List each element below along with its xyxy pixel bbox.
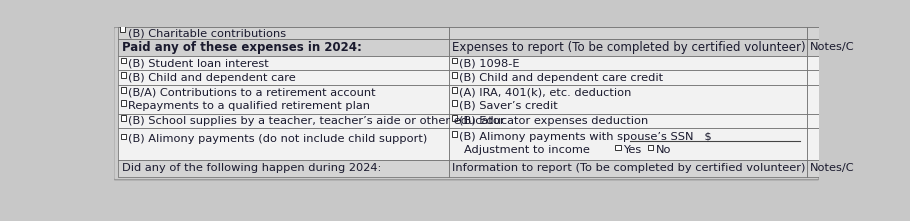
Bar	[117, 70, 449, 85]
Bar	[451, 131, 457, 137]
Bar	[449, 160, 807, 177]
Bar	[117, 160, 449, 177]
Bar	[807, 85, 819, 114]
Text: (B/A) Contributions to a retirement account: (B/A) Contributions to a retirement acco…	[128, 88, 376, 98]
Bar	[120, 26, 126, 32]
Bar	[451, 101, 457, 106]
Bar	[807, 39, 819, 56]
Text: Information to report (To be completed by certified volunteer): Information to report (To be completed b…	[452, 163, 805, 173]
Text: Repayments to a qualified retirement plan: Repayments to a qualified retirement pla…	[128, 101, 370, 111]
Bar	[121, 58, 126, 63]
Text: (B) Alimony payments with spouse’s SSN   $: (B) Alimony payments with spouse’s SSN $	[460, 132, 713, 142]
Bar	[449, 128, 807, 160]
Bar	[117, 39, 449, 56]
Bar	[117, 85, 449, 114]
Bar	[121, 115, 126, 121]
Text: (B) 1098-E: (B) 1098-E	[460, 58, 520, 68]
Bar	[117, 128, 449, 160]
Text: Paid any of these expenses in 2024:: Paid any of these expenses in 2024:	[122, 41, 361, 54]
Text: (B) Child and dependent care credit: (B) Child and dependent care credit	[460, 73, 663, 83]
Bar	[121, 101, 126, 106]
Text: (B) School supplies by a teacher, teacher’s aide or other educator: (B) School supplies by a teacher, teache…	[128, 116, 505, 126]
Bar	[449, 39, 807, 56]
Bar	[451, 58, 457, 63]
Bar	[449, 85, 807, 114]
Bar	[807, 56, 819, 70]
Text: (B) Child and dependent care: (B) Child and dependent care	[128, 73, 297, 83]
Text: Did any of the following happen during 2024:: Did any of the following happen during 2…	[122, 163, 381, 173]
Bar	[449, 27, 807, 39]
Text: (A) IRA, 401(k), etc. deduction: (A) IRA, 401(k), etc. deduction	[460, 88, 632, 98]
Bar	[121, 87, 126, 93]
Bar	[449, 70, 807, 85]
FancyBboxPatch shape	[114, 27, 819, 180]
Bar	[117, 114, 449, 128]
Bar	[451, 87, 457, 93]
Bar	[807, 70, 819, 85]
Bar	[449, 56, 807, 70]
Bar	[648, 145, 653, 150]
Bar	[807, 114, 819, 128]
Text: Notes/C: Notes/C	[810, 42, 854, 52]
Text: (B) Charitable contributions: (B) Charitable contributions	[127, 28, 286, 38]
Bar	[117, 56, 449, 70]
Text: Expenses to report (To be completed by certified volunteer): Expenses to report (To be completed by c…	[452, 41, 806, 54]
Bar	[121, 134, 126, 139]
Bar	[615, 145, 621, 150]
Bar	[807, 128, 819, 160]
Bar	[807, 27, 819, 39]
Text: Adjustment to income: Adjustment to income	[464, 145, 590, 155]
Text: (B) Student loan interest: (B) Student loan interest	[128, 58, 269, 68]
Bar	[807, 160, 819, 177]
Bar	[451, 72, 457, 78]
Bar	[121, 72, 126, 78]
Bar	[451, 115, 457, 121]
Text: (B) Alimony payments (do not include child support): (B) Alimony payments (do not include chi…	[128, 134, 428, 144]
Text: No: No	[655, 145, 671, 155]
Text: (B) Saver’s credit: (B) Saver’s credit	[460, 101, 558, 111]
Bar	[117, 27, 449, 39]
Text: Yes: Yes	[623, 145, 642, 155]
Bar	[449, 114, 807, 128]
Text: Notes/C: Notes/C	[810, 163, 854, 173]
Text: (B) Educator expenses deduction: (B) Educator expenses deduction	[460, 116, 649, 126]
